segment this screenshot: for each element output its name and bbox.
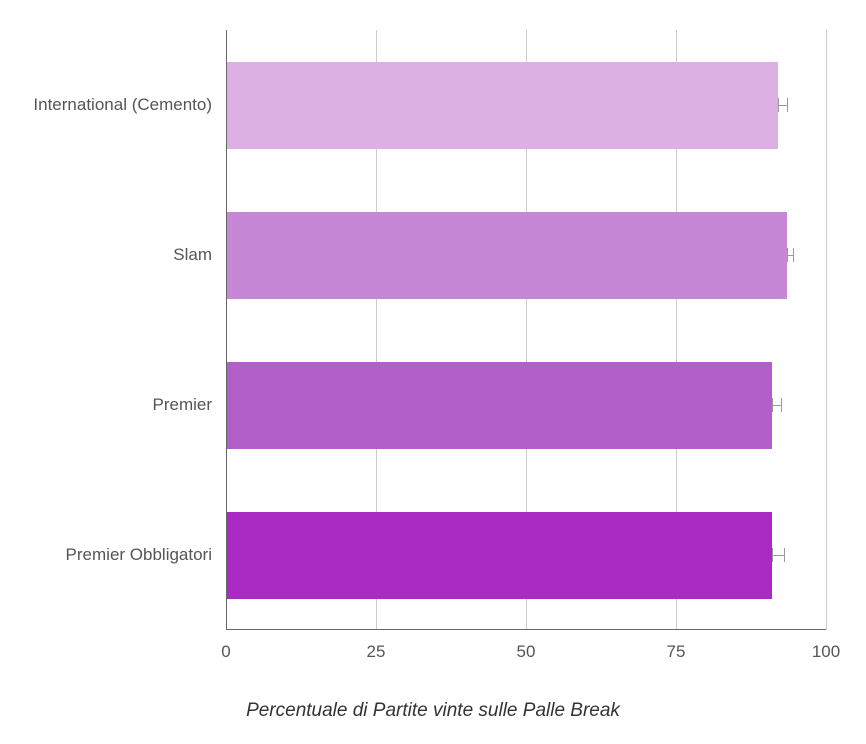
error-cap xyxy=(787,98,788,112)
y-tick-label: Premier xyxy=(152,395,226,415)
x-axis-line xyxy=(226,629,826,630)
error-cap xyxy=(784,548,785,562)
x-tick-label: 25 xyxy=(367,630,386,662)
error-bar xyxy=(772,555,784,556)
x-tick-label: 0 xyxy=(221,630,230,662)
error-cap xyxy=(772,398,773,412)
error-cap xyxy=(781,398,782,412)
y-tick-label: Premier Obbligatori xyxy=(66,545,226,565)
y-tick-label: Slam xyxy=(173,245,226,265)
bar xyxy=(226,62,778,149)
grid-line xyxy=(826,30,827,630)
error-cap xyxy=(787,248,788,262)
chart-container: 0 25 50 75 100 International (Cemento) Slam Pre… xyxy=(0,0,866,744)
error-cap xyxy=(778,98,779,112)
error-bar xyxy=(778,105,787,106)
x-tick-label: 50 xyxy=(517,630,536,662)
error-cap xyxy=(793,248,794,262)
bar xyxy=(226,512,772,599)
plot-area: 0255075100International (Cemento)SlamPre… xyxy=(226,30,826,630)
y-tick-label: International (Cemento) xyxy=(33,95,226,115)
error-cap xyxy=(772,548,773,562)
bar xyxy=(226,362,772,449)
x-tick-label: 75 xyxy=(667,630,686,662)
x-tick-label: 100 xyxy=(812,630,840,662)
bar xyxy=(226,212,787,299)
x-axis-title: Percentuale di Partite vinte sulle Palle… xyxy=(0,700,866,722)
y-axis-line xyxy=(226,30,227,630)
error-bar xyxy=(772,405,781,406)
